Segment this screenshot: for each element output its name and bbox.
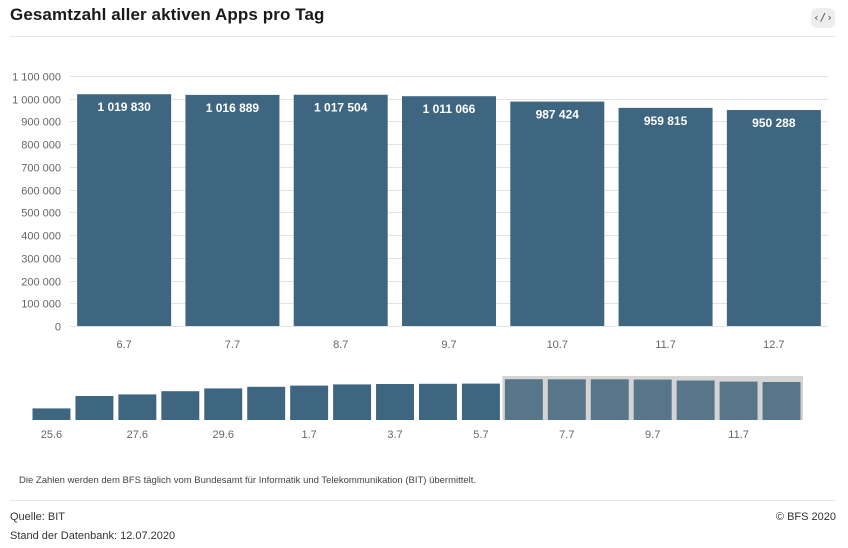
y-tick-label: 500 000: [21, 208, 61, 220]
bar-value-label: 1 016 889: [206, 101, 260, 115]
bar-value-label: 950 288: [752, 116, 796, 130]
navigator-bars[interactable]: [32, 379, 801, 420]
copyright: © BFS 2020: [775, 511, 836, 523]
bar[interactable]: [618, 107, 713, 326]
chart-title: Gesamtzahl aller aktiven Apps pro Tag: [10, 5, 325, 24]
navigator-x-tick-label: 3.7: [387, 429, 402, 441]
bar-value-label: 1 017 504: [314, 101, 368, 115]
database-date: Stand der Datenbank: 12.07.2020: [10, 530, 176, 542]
navigator-bar[interactable]: [333, 384, 372, 420]
bar[interactable]: [77, 94, 172, 326]
y-tick-label: 400 000: [21, 231, 61, 243]
code-embed-icon[interactable]: ‹/›: [811, 8, 835, 28]
x-tick-label: 6.7: [116, 339, 131, 351]
navigator-x-tick-label: 27.6: [127, 429, 148, 441]
y-tick-label: 700 000: [21, 163, 61, 175]
navigator-bar[interactable]: [461, 383, 500, 420]
chart-header: Gesamtzahl aller aktiven Apps pro Tag ‹/…: [0, 0, 848, 40]
bar[interactable]: [185, 94, 280, 327]
navigator-bar[interactable]: [75, 396, 114, 420]
bar[interactable]: [510, 101, 605, 327]
navigator-x-tick-label: 11.7: [728, 429, 749, 441]
x-tick-label: 8.7: [333, 339, 348, 351]
navigator-x-axis: 25.6 27.6 29.6 1.7 3.7 5.7 7.7 9.7 11.7: [41, 429, 749, 441]
navigator-bar[interactable]: [118, 394, 157, 420]
navigator-bar[interactable]: [32, 408, 71, 420]
x-tick-label: 9.7: [441, 339, 456, 351]
source-label: Quelle: BIT: [10, 511, 66, 523]
navigator-x-tick-label: 29.6: [213, 429, 234, 441]
bar[interactable]: [402, 96, 496, 326]
y-tick-label: 0: [55, 322, 61, 334]
x-tick-label: 7.7: [225, 339, 240, 351]
navigator-bar[interactable]: [161, 391, 200, 420]
x-tick-label: 12.7: [763, 339, 784, 351]
y-tick-label: 200 000: [21, 277, 61, 289]
navigator-bar[interactable]: [633, 379, 672, 420]
main-x-axis: 6.7 7.7 8.7 9.7 10.7 11.7 12.7: [116, 339, 784, 351]
navigator-x-tick-label: 1.7: [301, 429, 316, 441]
bar-value-label: 1 011 066: [423, 102, 476, 116]
bar-value-label: 1 019 830: [97, 100, 151, 114]
navigator-x-tick-label: 5.7: [473, 429, 488, 441]
y-tick-label: 1 000 000: [12, 95, 61, 107]
navigator-bar[interactable]: [590, 379, 629, 420]
navigator-x-tick-label: 25.6: [41, 429, 62, 441]
navigator-bar[interactable]: [762, 381, 801, 420]
main-y-axis: 0 100 000 200 000 300 000 400 000 500 000 600 …: [12, 72, 61, 334]
bar[interactable]: [293, 94, 388, 327]
y-tick-label: 300 000: [21, 254, 61, 266]
y-tick-label: 900 000: [21, 117, 61, 129]
navigator-bar[interactable]: [376, 384, 414, 420]
chart-canvas: 0 100 000 200 000 300 000 400 000 500 000 600 …: [12, 72, 828, 441]
x-tick-label: 11.7: [655, 339, 676, 351]
navigator-bar[interactable]: [719, 381, 758, 420]
navigator-x-tick-label: 9.7: [645, 429, 660, 441]
navigator-bar[interactable]: [204, 388, 243, 420]
y-tick-label: 600 000: [21, 186, 61, 198]
bar-value-label: 987 424: [536, 108, 580, 122]
navigator-bar[interactable]: [676, 380, 715, 420]
header-divider: [10, 36, 836, 37]
navigator-x-tick-label: 7.7: [559, 429, 574, 441]
navigator-bar[interactable]: [504, 379, 543, 420]
main-bars[interactable]: 1 019 830 1 016 889 1 017 504 1 011 066 987 …: [77, 94, 821, 327]
navigator-bar[interactable]: [547, 379, 586, 420]
navigator-bar[interactable]: [247, 386, 286, 420]
bar-value-label: 959 815: [644, 114, 688, 128]
y-tick-label: 100 000: [21, 299, 61, 311]
y-tick-label: 800 000: [21, 140, 61, 152]
data-note: Die Zahlen werden dem BFS täglich vom Bu…: [19, 475, 477, 486]
footer-divider: [10, 500, 836, 501]
y-tick-label: 1 100 000: [12, 72, 61, 84]
navigator-bar[interactable]: [419, 383, 457, 420]
bar[interactable]: [726, 110, 821, 326]
x-tick-label: 10.7: [547, 339, 568, 351]
navigator-bar[interactable]: [290, 385, 329, 420]
